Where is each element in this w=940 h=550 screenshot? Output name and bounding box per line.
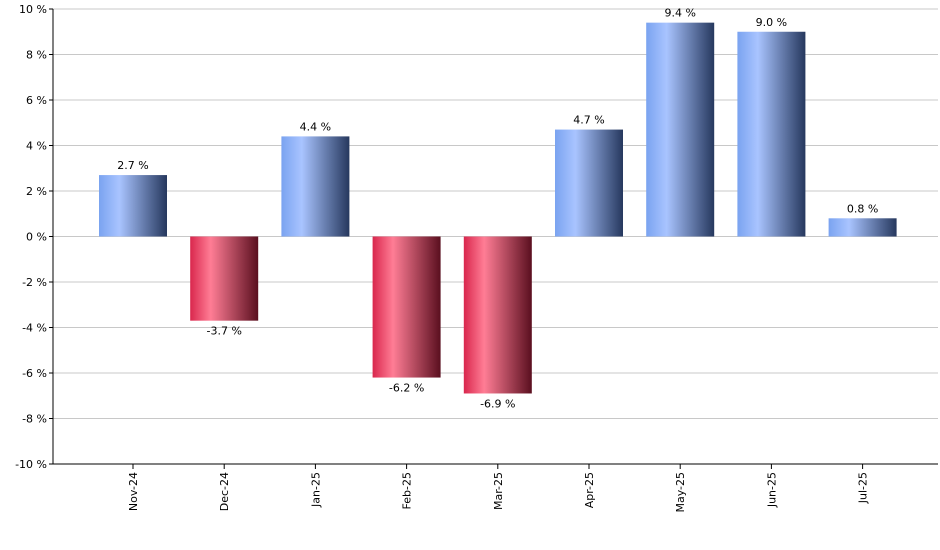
bar-dec-24 bbox=[190, 236, 259, 321]
bars-layer bbox=[99, 22, 897, 394]
bar-jun-25 bbox=[737, 31, 806, 237]
data-label: -3.7 % bbox=[206, 325, 241, 338]
x-category-label: Jan-25 bbox=[309, 472, 322, 508]
bar-may-25 bbox=[646, 22, 715, 237]
y-tick-label: -8 % bbox=[22, 413, 47, 426]
bar-feb-25 bbox=[372, 236, 441, 378]
y-tick-label: 6 % bbox=[26, 94, 47, 107]
x-category-label: Dec-24 bbox=[218, 472, 231, 511]
bar-apr-25 bbox=[555, 129, 623, 237]
x-category-label: Jun-25 bbox=[765, 472, 778, 508]
x-category-label: Nov-24 bbox=[127, 472, 140, 511]
data-label: 0.8 % bbox=[847, 202, 878, 215]
bar-mar-25 bbox=[463, 236, 532, 394]
labels-layer: 10 % 8 % 6 % 4 % 2 % 0 % -2 % -4 % -6 % -8 % -10 %… bbox=[15, 3, 878, 513]
y-tick-label: 0 % bbox=[26, 231, 47, 244]
x-category-label: Apr-25 bbox=[583, 472, 596, 508]
x-category-label: Mar-25 bbox=[492, 472, 505, 510]
data-label: 4.4 % bbox=[300, 120, 331, 133]
axes-layer bbox=[49, 8, 938, 469]
bar-jan-25 bbox=[281, 136, 350, 237]
data-label: -6.9 % bbox=[480, 397, 515, 410]
bar-nov-24 bbox=[99, 175, 167, 237]
data-label: 9.4 % bbox=[664, 7, 695, 20]
bar-jul-25 bbox=[828, 218, 897, 237]
data-label: 9.0 % bbox=[756, 16, 787, 29]
y-tick-label: 4 % bbox=[26, 140, 47, 153]
x-category-label: Jul-25 bbox=[857, 472, 870, 504]
data-label: -6.2 % bbox=[389, 382, 424, 395]
y-tick-label: 2 % bbox=[26, 185, 47, 198]
data-label: 4.7 % bbox=[573, 114, 604, 127]
y-tick-label: -10 % bbox=[15, 458, 47, 471]
x-category-label: May-25 bbox=[674, 472, 687, 513]
y-tick-label: 10 % bbox=[19, 3, 47, 16]
y-tick-label: -2 % bbox=[22, 276, 47, 289]
x-category-label: Feb-25 bbox=[401, 472, 414, 509]
y-tick-label: 8 % bbox=[26, 49, 47, 62]
y-tick-label: -4 % bbox=[22, 322, 47, 335]
y-tick-label: -6 % bbox=[22, 367, 47, 380]
data-label: 2.7 % bbox=[117, 159, 148, 172]
